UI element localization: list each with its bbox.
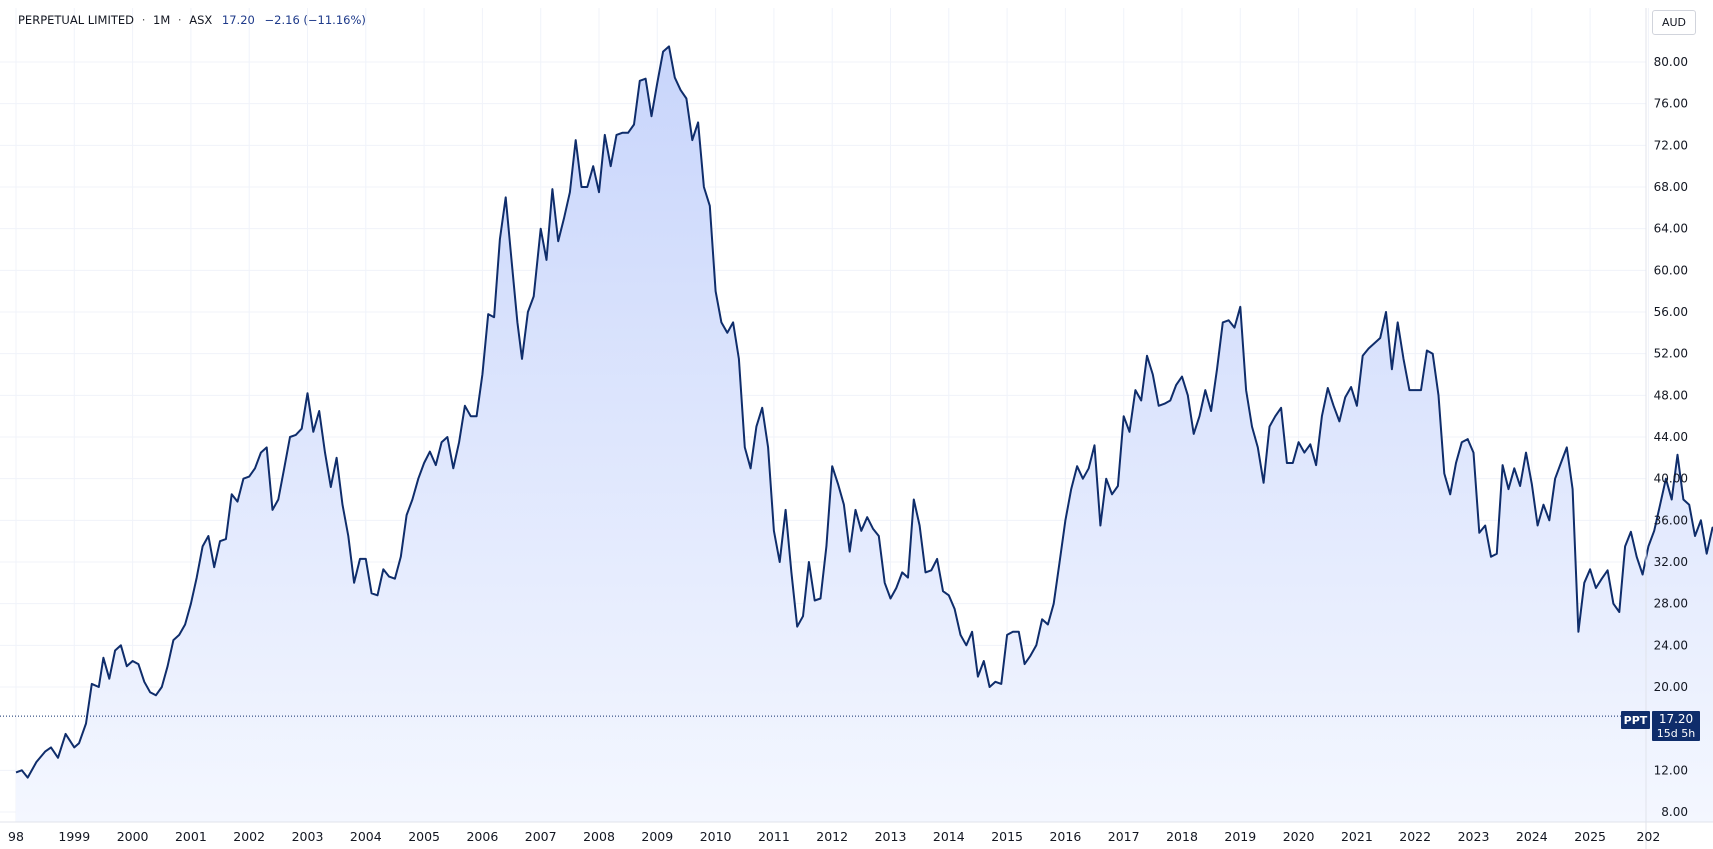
x-tick-label: 2003 — [292, 829, 324, 844]
x-tick-label: 2007 — [525, 829, 557, 844]
x-tick-label: 1999 — [58, 829, 90, 844]
y-tick-label: 80.00 — [1654, 55, 1688, 69]
x-tick-label: 2018 — [1166, 829, 1198, 844]
x-tick-label: 202 — [1636, 829, 1660, 844]
x-tick-label: 2001 — [175, 829, 207, 844]
x-tick-label: 2014 — [933, 829, 965, 844]
price-change-value: −2.16 (−11.16%) — [264, 13, 366, 27]
x-axis: 98 1999 2000 2001 2002 2003 2004 2005 2006 2007 20… — [8, 829, 1660, 844]
y-tick-label: 32.00 — [1654, 555, 1688, 569]
exchange-label: ASX — [189, 13, 213, 27]
symbol-price-tag: PPT — [1621, 711, 1650, 729]
x-tick-label: 2002 — [233, 829, 265, 844]
x-tick-label: 2009 — [641, 829, 673, 844]
y-tick-label: 20.00 — [1654, 680, 1688, 694]
y-tick-label: 40.00 — [1654, 472, 1688, 486]
currency-button[interactable]: AUD — [1652, 10, 1696, 35]
y-tick-label: 44.00 — [1654, 430, 1688, 444]
legend-separator: · — [177, 13, 182, 27]
y-tick-label: 24.00 — [1654, 638, 1688, 652]
y-tick-label: 60.00 — [1654, 263, 1688, 277]
price-area — [16, 46, 1713, 822]
x-tick-label: 2024 — [1516, 829, 1548, 844]
symbol-legend: PERPETUAL LIMITED · 1M · ASX 17.20 −2.16… — [18, 13, 366, 27]
legend-separator: · — [141, 13, 146, 27]
x-tick-label: 2020 — [1283, 829, 1315, 844]
x-tick-label: 2025 — [1574, 829, 1606, 844]
bar-countdown-label: 15d 5h — [1656, 727, 1696, 740]
x-tick-label: 2008 — [583, 829, 615, 844]
x-tick-label: 2010 — [700, 829, 732, 844]
symbol-name[interactable]: PERPETUAL LIMITED — [18, 13, 135, 27]
x-tick-label: 2013 — [875, 829, 907, 844]
interval-label[interactable]: 1M — [153, 13, 171, 27]
x-tick-label: 2019 — [1224, 829, 1256, 844]
last-price-tag: 17.20 15d 5h — [1652, 711, 1700, 741]
y-tick-label: 8.00 — [1661, 805, 1688, 819]
y-tick-label: 72.00 — [1654, 138, 1688, 152]
last-price-label: 17.20 — [1658, 712, 1694, 726]
y-tick-label: 12.00 — [1654, 763, 1688, 777]
x-tick-label: 2011 — [758, 829, 790, 844]
x-tick-label: 2006 — [466, 829, 498, 844]
last-price-value: 17.20 — [221, 13, 255, 27]
y-tick-label: 64.00 — [1654, 222, 1688, 236]
x-tick-label: 98 — [8, 829, 24, 844]
x-tick-label: 2012 — [816, 829, 848, 844]
y-tick-label: 28.00 — [1654, 597, 1688, 611]
x-tick-label: 2023 — [1458, 829, 1490, 844]
price-line — [15, 45, 1713, 779]
x-tick-label: 2005 — [408, 829, 440, 844]
x-tick-label: 2022 — [1399, 829, 1431, 844]
x-tick-label: 2000 — [117, 829, 149, 844]
x-tick-label: 2017 — [1108, 829, 1140, 844]
x-tick-label: 2004 — [350, 829, 382, 844]
x-tick-label: 2016 — [1049, 829, 1081, 844]
y-tick-label: 36.00 — [1654, 513, 1688, 527]
y-tick-label: 76.00 — [1654, 97, 1688, 111]
y-tick-label: 68.00 — [1654, 180, 1688, 194]
x-tick-label: 2015 — [991, 829, 1023, 844]
y-axis: 8.00 12.00 20.00 24.00 28.00 32.00 36.00 40.00 4… — [1654, 55, 1688, 819]
y-tick-label: 52.00 — [1654, 347, 1688, 361]
y-tick-label: 48.00 — [1654, 388, 1688, 402]
y-tick-label: 56.00 — [1654, 305, 1688, 319]
x-tick-label: 2021 — [1341, 829, 1373, 844]
